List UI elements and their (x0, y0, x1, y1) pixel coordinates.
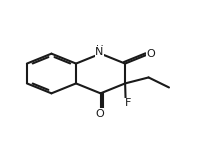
Text: F: F (125, 98, 131, 108)
Text: O: O (95, 109, 104, 119)
Text: H: H (96, 45, 103, 55)
Text: O: O (146, 49, 155, 59)
Text: N: N (95, 47, 104, 57)
